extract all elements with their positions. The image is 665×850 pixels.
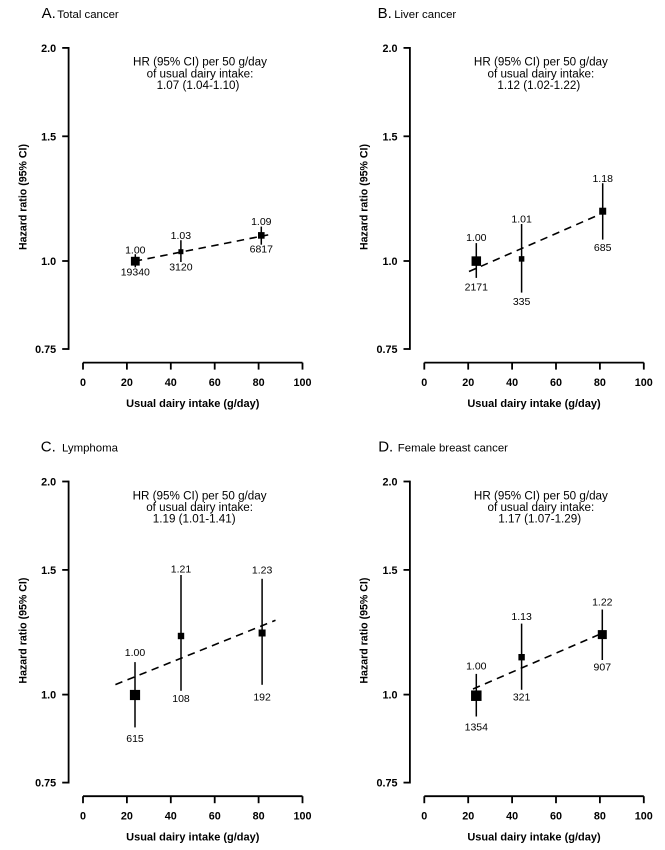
svg-text:0: 0 (421, 377, 427, 389)
svg-text:Usual dairy intake (g/day): Usual dairy intake (g/day) (126, 398, 260, 410)
svg-text:60: 60 (550, 810, 562, 822)
svg-text:1.0: 1.0 (41, 256, 56, 268)
svg-text:1.21: 1.21 (171, 563, 192, 575)
svg-text:1.5: 1.5 (382, 131, 397, 143)
svg-text:1.5: 1.5 (382, 565, 397, 577)
svg-text:1.00: 1.00 (125, 647, 146, 659)
svg-text:Female breast cancer: Female breast cancer (398, 443, 508, 455)
svg-text:0: 0 (80, 810, 86, 822)
svg-text:1.19 (1.01-1.41): 1.19 (1.01-1.41) (153, 513, 236, 526)
svg-text:1.5: 1.5 (41, 565, 56, 577)
svg-text:HR (95% CI) per 50 g/day: HR (95% CI) per 50 g/day (474, 56, 608, 69)
svg-text:of usual dairy intake:: of usual dairy intake: (488, 501, 595, 514)
svg-text:D.: D. (378, 439, 393, 456)
svg-text:1.07 (1.04-1.10): 1.07 (1.04-1.10) (157, 79, 240, 92)
svg-text:1.13: 1.13 (511, 611, 532, 623)
svg-text:80: 80 (594, 810, 606, 822)
svg-text:0: 0 (421, 810, 427, 822)
svg-text:20: 20 (121, 810, 133, 822)
svg-text:1.17 (1.07-1.29): 1.17 (1.07-1.29) (498, 513, 581, 526)
svg-text:615: 615 (126, 733, 144, 745)
svg-text:1.0: 1.0 (382, 690, 397, 702)
svg-text:Usual dairy intake (g/day): Usual dairy intake (g/day) (467, 832, 601, 844)
svg-text:20: 20 (121, 377, 133, 389)
svg-text:1.00: 1.00 (125, 244, 146, 256)
svg-text:1354: 1354 (465, 722, 489, 734)
svg-text:100: 100 (293, 377, 311, 389)
svg-text:0.75: 0.75 (35, 778, 56, 790)
svg-text:Liver cancer: Liver cancer (394, 9, 456, 21)
svg-text:100: 100 (293, 810, 311, 822)
svg-text:Usual dairy intake (g/day): Usual dairy intake (g/day) (126, 832, 260, 844)
svg-text:19340: 19340 (121, 266, 150, 278)
svg-text:1.09: 1.09 (251, 216, 272, 228)
svg-text:B.: B. (378, 5, 392, 22)
svg-text:1.0: 1.0 (41, 690, 56, 702)
svg-text:C.: C. (41, 439, 56, 456)
svg-text:0: 0 (80, 377, 86, 389)
svg-text:of usual dairy intake:: of usual dairy intake: (147, 67, 254, 80)
svg-text:Total cancer: Total cancer (57, 9, 119, 21)
svg-text:100: 100 (635, 810, 653, 822)
svg-text:Hazard ratio (95% CI): Hazard ratio (95% CI) (359, 578, 371, 684)
svg-text:40: 40 (506, 810, 518, 822)
svg-text:HR (95% CI) per 50 g/day: HR (95% CI) per 50 g/day (474, 489, 608, 502)
svg-text:1.22: 1.22 (592, 597, 613, 609)
svg-text:HR (95% CI) per 50 g/day: HR (95% CI) per 50 g/day (133, 56, 267, 69)
svg-text:80: 80 (253, 810, 265, 822)
svg-text:A.: A. (42, 5, 56, 22)
svg-text:2.0: 2.0 (382, 477, 397, 489)
svg-text:1.18: 1.18 (592, 173, 613, 185)
svg-text:1.5: 1.5 (41, 131, 56, 143)
svg-text:60: 60 (209, 377, 221, 389)
svg-text:20: 20 (462, 810, 474, 822)
svg-text:335: 335 (513, 296, 531, 308)
svg-text:192: 192 (253, 691, 271, 703)
svg-text:HR (95% CI) per 50 g/day: HR (95% CI) per 50 g/day (133, 489, 267, 502)
svg-text:1.12 (1.02-1.22): 1.12 (1.02-1.22) (497, 79, 580, 92)
svg-text:1.00: 1.00 (466, 660, 487, 672)
svg-text:Hazard ratio (95% CI): Hazard ratio (95% CI) (17, 578, 29, 684)
svg-text:0.75: 0.75 (376, 778, 397, 790)
svg-text:0.75: 0.75 (376, 344, 397, 356)
svg-text:Hazard ratio (95% CI): Hazard ratio (95% CI) (359, 144, 371, 250)
svg-text:907: 907 (594, 661, 612, 673)
svg-text:80: 80 (594, 377, 606, 389)
svg-text:40: 40 (165, 377, 177, 389)
svg-text:of usual dairy intake:: of usual dairy intake: (488, 67, 595, 80)
svg-text:100: 100 (635, 377, 653, 389)
svg-text:60: 60 (550, 377, 562, 389)
svg-text:60: 60 (209, 810, 221, 822)
svg-text:3120: 3120 (169, 261, 193, 273)
svg-text:0.75: 0.75 (35, 344, 56, 356)
svg-text:Usual dairy intake (g/day): Usual dairy intake (g/day) (467, 398, 601, 410)
svg-text:321: 321 (513, 691, 531, 703)
svg-text:20: 20 (462, 377, 474, 389)
svg-text:685: 685 (594, 242, 612, 254)
svg-text:1.0: 1.0 (382, 256, 397, 268)
svg-text:6817: 6817 (250, 243, 274, 255)
svg-text:40: 40 (165, 810, 177, 822)
svg-text:2.0: 2.0 (41, 43, 56, 55)
svg-text:2.0: 2.0 (41, 477, 56, 489)
svg-text:of usual dairy intake:: of usual dairy intake: (146, 501, 253, 514)
svg-text:2.0: 2.0 (382, 43, 397, 55)
svg-text:Lymphoma: Lymphoma (62, 443, 119, 455)
svg-text:108: 108 (172, 693, 190, 705)
svg-text:1.00: 1.00 (466, 232, 487, 244)
svg-text:1.01: 1.01 (511, 213, 532, 225)
svg-text:Hazard ratio (95% CI): Hazard ratio (95% CI) (17, 144, 29, 250)
svg-text:40: 40 (506, 377, 518, 389)
svg-text:1.23: 1.23 (252, 564, 273, 576)
svg-text:2171: 2171 (465, 282, 489, 294)
svg-text:1.03: 1.03 (171, 230, 192, 242)
svg-text:80: 80 (253, 377, 265, 389)
